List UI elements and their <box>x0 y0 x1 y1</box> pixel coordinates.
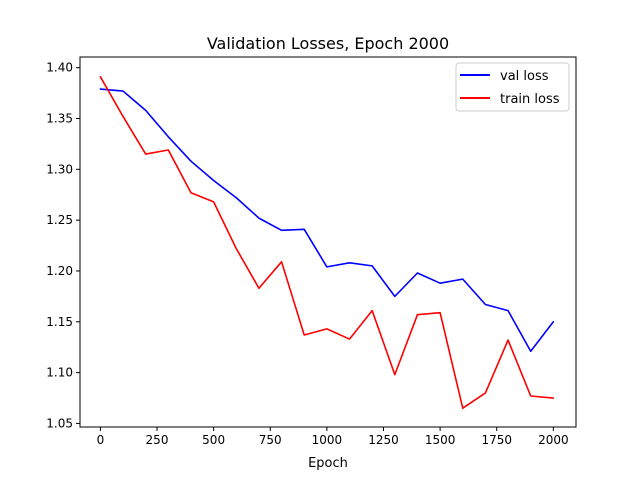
x-tick-label: 500 <box>202 433 225 447</box>
x-tick-label: 1000 <box>312 433 343 447</box>
y-tick-label: 1.30 <box>46 162 73 176</box>
y-tick-label: 1.05 <box>46 416 73 430</box>
series-line-train-loss <box>99 76 555 410</box>
chart-title: Validation Losses, Epoch 2000 <box>207 34 449 53</box>
legend-label-train-loss: train loss <box>500 92 560 107</box>
y-tick-label: 1.20 <box>46 264 73 278</box>
x-tick-label: 1500 <box>425 433 456 447</box>
series-lines <box>99 76 555 410</box>
x-tick-label: 250 <box>146 433 169 447</box>
y-tick-label: 1.35 <box>46 111 73 125</box>
y-tick-label: 1.25 <box>46 213 73 227</box>
x-tick-label: 0 <box>97 433 105 447</box>
y-tick-label: 1.15 <box>46 315 73 329</box>
legend: val loss train loss <box>455 62 570 112</box>
x-tick-label: 750 <box>259 433 282 447</box>
y-tick-label: 1.40 <box>46 61 73 75</box>
y-axis-ticks: 1.05 1.10 1.15 1.20 1.25 1.30 1.35 1.40 <box>46 61 80 430</box>
x-axis-label: Epoch <box>308 456 348 471</box>
x-tick-label: 1750 <box>481 433 512 447</box>
x-tick-label: 1250 <box>368 433 399 447</box>
plot-frame <box>79 56 577 428</box>
x-tick-label: 2000 <box>538 433 569 447</box>
y-tick-label: 1.10 <box>46 366 73 380</box>
x-axis-ticks: 0 250 500 750 1000 1250 1500 1750 2000 <box>97 427 569 447</box>
series-line-val-loss <box>99 88 555 353</box>
legend-label-val-loss: val loss <box>500 69 549 84</box>
plot-area <box>80 57 576 427</box>
